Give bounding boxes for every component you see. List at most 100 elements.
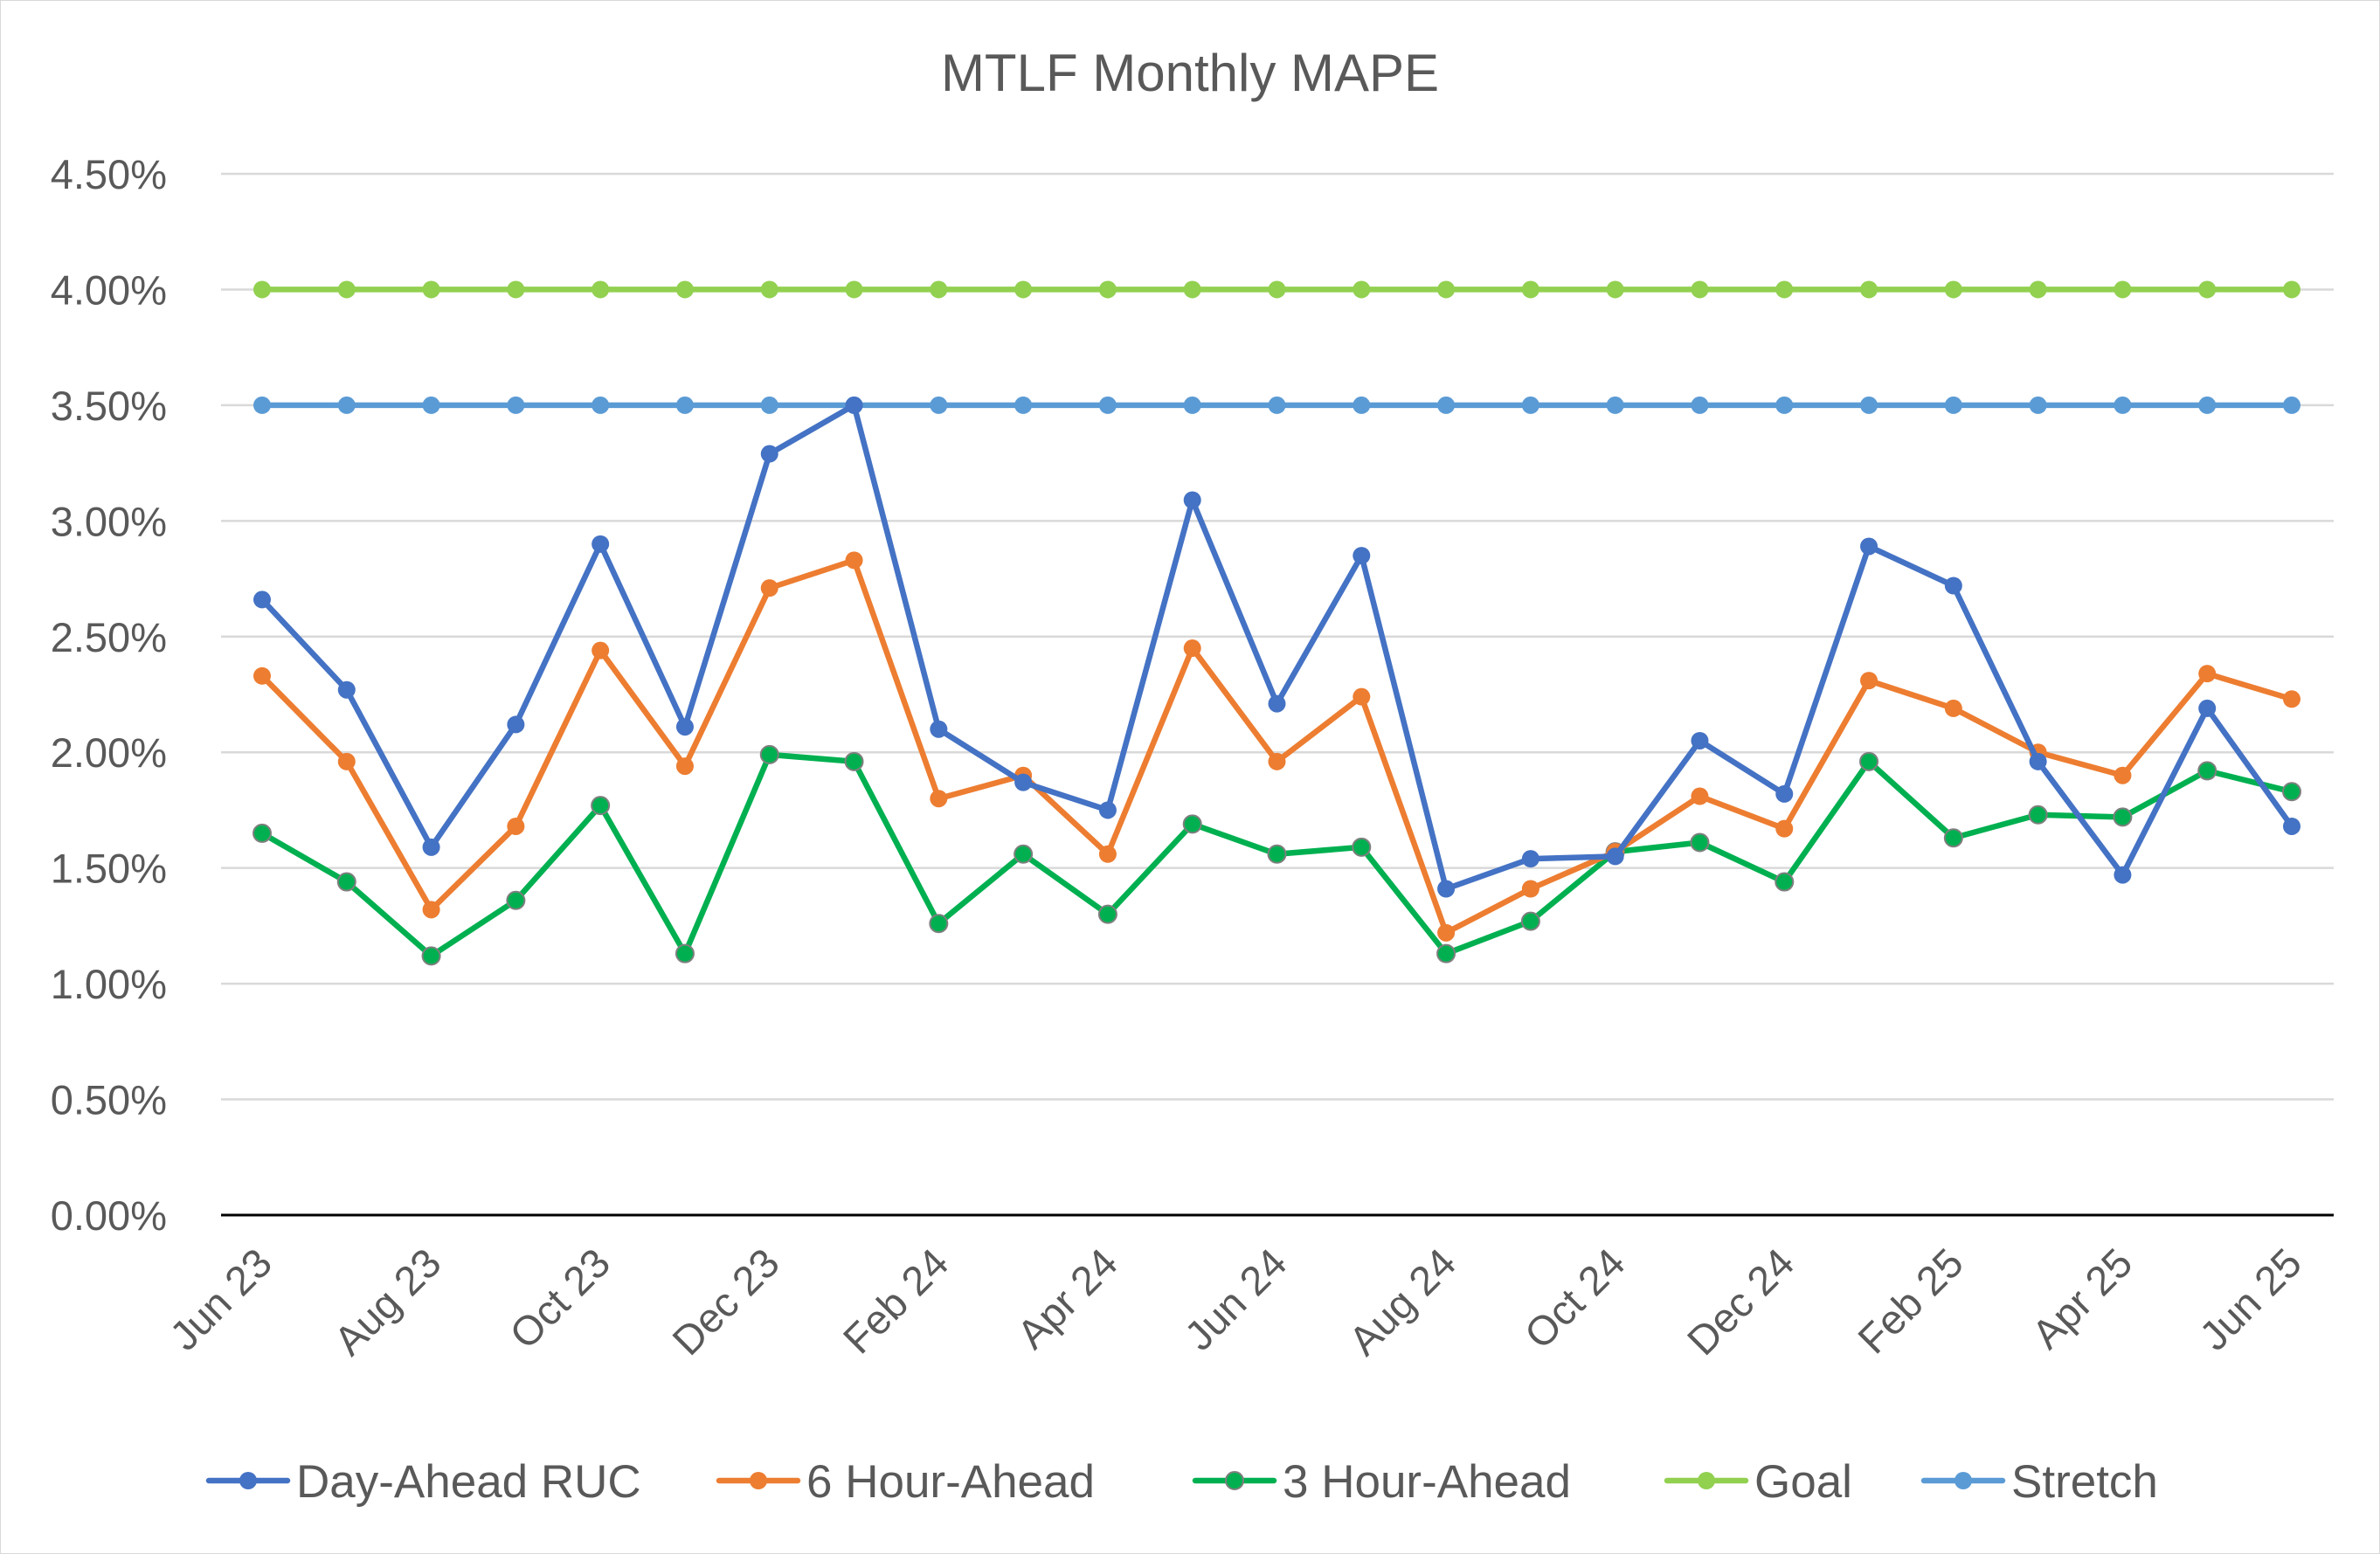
data-point	[1437, 923, 1456, 942]
data-point	[337, 280, 356, 299]
data-point	[2029, 752, 2047, 770]
data-point	[507, 715, 525, 734]
y-tick-label: 3.00%	[51, 498, 167, 544]
legend-swatch-marker	[1225, 1471, 1244, 1490]
data-point	[422, 280, 440, 299]
data-point	[1521, 280, 1539, 299]
legend-swatch-marker	[1955, 1472, 1972, 1489]
data-point	[1183, 639, 1201, 658]
data-point	[1098, 801, 1117, 819]
data-point	[2282, 782, 2301, 802]
legend-swatch-marker	[239, 1472, 257, 1489]
data-point	[253, 591, 271, 609]
data-point	[1944, 577, 1962, 595]
data-point	[1860, 396, 1878, 414]
data-point	[2114, 866, 2132, 884]
data-point	[1860, 672, 1878, 690]
data-point	[760, 445, 778, 463]
data-point	[253, 666, 271, 685]
data-point	[2114, 280, 2132, 299]
data-point	[1775, 784, 1794, 803]
y-tick-label: 4.50%	[51, 151, 167, 197]
data-point	[1098, 280, 1117, 299]
data-point	[1014, 773, 1033, 791]
data-point	[1183, 396, 1201, 414]
data-point	[2283, 280, 2300, 299]
data-point	[1183, 280, 1201, 299]
series-goal	[253, 280, 2300, 299]
data-point	[2198, 665, 2217, 683]
data-point	[1268, 280, 1286, 299]
chart-title: MTLF Monthly MAPE	[941, 44, 1439, 102]
data-point	[2114, 766, 2132, 784]
data-point	[592, 396, 610, 414]
data-point	[1014, 396, 1033, 414]
data-point	[1775, 396, 1794, 414]
legend-label: 6 Hour-Ahead	[806, 1456, 1095, 1508]
data-point	[2029, 280, 2047, 299]
legend-label: Stretch	[2011, 1456, 2158, 1508]
data-point	[1775, 819, 1794, 838]
x-tick-label: Aug 24	[1339, 1240, 1464, 1364]
data-point	[1353, 547, 1371, 565]
data-point	[592, 280, 610, 299]
data-point	[1437, 396, 1456, 414]
data-point	[929, 914, 949, 934]
data-point	[844, 751, 864, 771]
data-point	[1098, 845, 1117, 863]
data-point	[1944, 280, 1962, 299]
data-point	[1860, 537, 1878, 556]
legend-swatch-marker	[1698, 1472, 1715, 1489]
y-tick-label: 1.50%	[51, 846, 167, 892]
legend[interactable]: Day-Ahead RUC 6 Hour-Ahead 3 Hour-Ahead Goa…	[205, 1456, 2158, 1508]
data-point	[507, 280, 525, 299]
legend-label: Day-Ahead RUC	[296, 1456, 641, 1508]
legend-item[interactable]: Goal	[1664, 1456, 1852, 1508]
data-point	[1606, 847, 1624, 866]
data-point	[1944, 699, 1962, 717]
data-point	[1606, 280, 1624, 299]
data-point	[1691, 396, 1709, 414]
data-point	[1098, 396, 1117, 414]
x-tick-label: Oct 24	[1515, 1240, 1633, 1357]
x-tick-label: Aug 23	[325, 1240, 450, 1364]
data-point	[1436, 943, 1456, 963]
y-tick-label: 1.00%	[51, 961, 167, 1007]
data-point	[760, 396, 778, 414]
data-point	[592, 535, 610, 553]
data-point	[845, 551, 863, 570]
data-point	[1691, 731, 1709, 749]
data-point	[2283, 690, 2300, 708]
data-point	[421, 946, 441, 966]
data-point	[1437, 880, 1456, 898]
data-point	[1775, 280, 1794, 299]
legend-item[interactable]: 6 Hour-Ahead	[716, 1456, 1095, 1508]
data-point	[1775, 872, 1795, 892]
legend-swatch-marker	[750, 1472, 767, 1489]
data-point	[2113, 807, 2133, 827]
legend-item[interactable]: Stretch	[1920, 1456, 2158, 1508]
data-point	[253, 396, 271, 414]
x-tick-label: Feb 24	[834, 1240, 957, 1363]
data-point	[1353, 280, 1371, 299]
data-point	[422, 396, 440, 414]
x-tick-label: Dec 24	[1678, 1240, 1803, 1364]
x-tick-label: Dec 23	[663, 1240, 788, 1364]
data-point	[760, 579, 778, 597]
data-point	[422, 838, 440, 856]
data-point	[930, 720, 948, 738]
data-point	[1352, 837, 1372, 857]
data-point	[253, 280, 271, 299]
data-point	[2198, 280, 2217, 299]
x-tick-label: Feb 25	[1849, 1240, 1972, 1363]
legend-item[interactable]: Day-Ahead RUC	[205, 1456, 641, 1508]
data-point	[1353, 687, 1371, 706]
legend-item[interactable]: 3 Hour-Ahead	[1192, 1456, 1571, 1508]
data-point	[2028, 805, 2048, 825]
data-point	[1860, 280, 1878, 299]
data-point	[507, 396, 525, 414]
data-point	[675, 757, 694, 776]
data-point	[1521, 396, 1539, 414]
